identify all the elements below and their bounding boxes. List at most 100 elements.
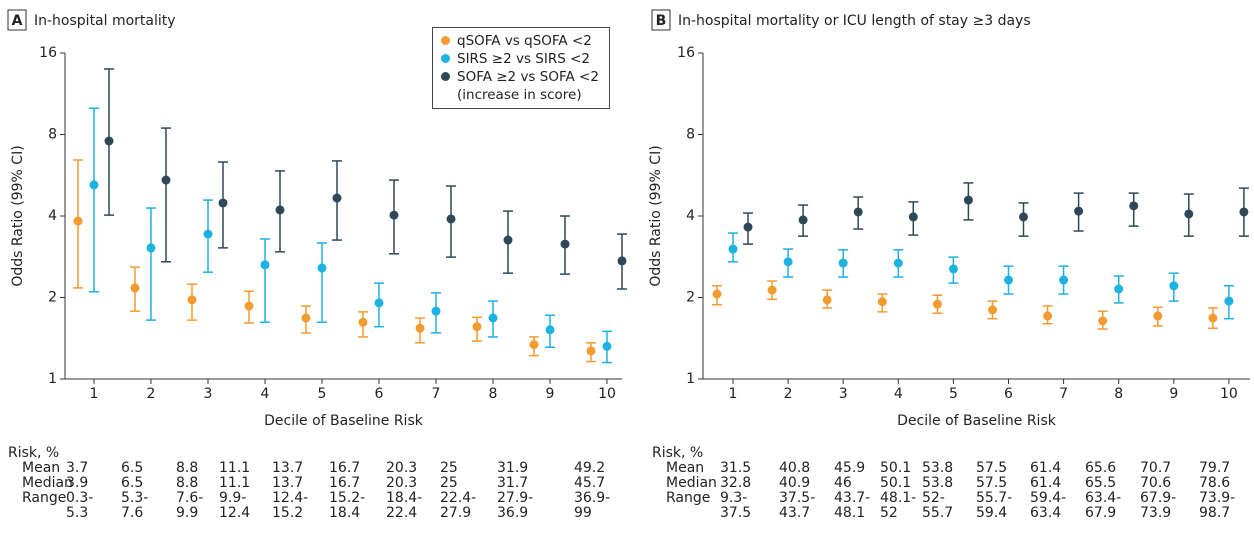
panel-title: In-hospital mortality <box>34 13 176 29</box>
risk-cell: 50.1 <box>880 460 911 476</box>
risk-cell: 22.4- <box>440 490 476 506</box>
point <box>203 229 213 239</box>
point <box>908 212 918 222</box>
point <box>1098 316 1108 326</box>
panel-label-box <box>651 9 671 31</box>
y-tick-label: 1 <box>686 371 695 387</box>
risk-cell: 61.4 <box>1030 460 1061 476</box>
risk-cell: 7.6- <box>176 490 203 506</box>
x-tick-label: 3 <box>204 386 213 402</box>
legend-marker <box>441 72 450 81</box>
risk-cell: 40.9 <box>779 475 810 491</box>
risk-cell: 25 <box>440 475 458 491</box>
risk-cell: 45.9 <box>834 460 865 476</box>
risk-row-label: Range <box>22 490 66 506</box>
risk-cell: 32.8 <box>720 475 751 491</box>
y-axis-label: Odds Ratio (99% CI) <box>648 145 664 286</box>
risk-cell: 22.4 <box>386 505 417 521</box>
risk-cell: 12.4 <box>219 505 250 521</box>
risk-cell: 48.1 <box>834 505 865 521</box>
risk-cell: 61.4 <box>1030 475 1061 491</box>
y-tick-label: 16 <box>39 45 57 61</box>
risk-cell: 43.7 <box>779 505 810 521</box>
risk-cell: 3.7 <box>66 460 88 476</box>
point <box>488 313 498 323</box>
risk-cell: 65.6 <box>1085 460 1116 476</box>
point <box>146 243 156 253</box>
point <box>244 301 254 311</box>
point <box>1153 311 1163 321</box>
point <box>275 205 285 215</box>
risk-cell: 5.3 <box>66 505 88 521</box>
risk-cell: 67.9 <box>1085 505 1116 521</box>
risk-cell: 31.7 <box>497 475 528 491</box>
risk-cell: 5.3- <box>121 490 148 506</box>
y-axis-label: Odds Ratio (99% CI) <box>10 145 26 286</box>
point <box>853 207 863 217</box>
risk-cell: 78.6 <box>1199 475 1230 491</box>
risk-table-title: Risk, % <box>652 445 703 461</box>
risk-cell: 70.6 <box>1140 475 1171 491</box>
risk-row-label: Range <box>666 490 710 506</box>
risk-cell: 15.2 <box>272 505 303 521</box>
x-axis-label: Decile of Baseline Risk <box>897 413 1057 429</box>
risk-cell: 53.8 <box>922 460 953 476</box>
y-tick-label: 8 <box>48 127 57 143</box>
point <box>218 198 228 208</box>
risk-cell: 49.2 <box>574 460 605 476</box>
risk-cell: 20.3 <box>386 475 417 491</box>
risk-cell: 46 <box>834 475 852 491</box>
point <box>545 325 555 335</box>
risk-cell: 36.9- <box>574 490 610 506</box>
risk-cell: 37.5 <box>720 505 751 521</box>
point <box>1184 209 1194 219</box>
y-tick-label: 2 <box>686 290 695 306</box>
point <box>89 180 99 190</box>
risk-cell: 9.9- <box>219 490 246 506</box>
x-tick-label: 1 <box>90 386 99 402</box>
x-tick-label: 8 <box>1114 386 1123 402</box>
risk-cell: 11.1 <box>219 475 250 491</box>
x-tick-label: 2 <box>147 386 156 402</box>
point <box>877 297 887 307</box>
risk-cell: 25 <box>440 460 458 476</box>
risk-cell: 55.7 <box>922 505 953 521</box>
risk-cell: 65.5 <box>1085 475 1116 491</box>
point <box>529 340 539 350</box>
x-tick-label: 7 <box>1059 386 1068 402</box>
risk-cell: 36.9 <box>497 505 528 521</box>
risk-cell: 6.5 <box>121 475 143 491</box>
x-tick-label: 4 <box>894 386 903 402</box>
y-tick-label: 4 <box>686 208 695 224</box>
risk-row-label: Mean <box>666 460 704 476</box>
risk-cell: 15.2- <box>329 490 365 506</box>
point <box>415 323 425 333</box>
x-tick-label: 4 <box>261 386 270 402</box>
point <box>73 216 83 226</box>
point <box>783 257 793 267</box>
point <box>104 136 114 146</box>
risk-cell: 9.9 <box>176 505 198 521</box>
x-tick-label: 3 <box>839 386 848 402</box>
x-tick-label: 6 <box>1004 386 1013 402</box>
point <box>586 346 596 356</box>
point <box>1043 311 1053 321</box>
point <box>130 283 140 293</box>
y-tick-label: 4 <box>48 208 57 224</box>
point <box>161 175 171 185</box>
point <box>948 264 958 274</box>
point <box>1059 275 1069 285</box>
risk-cell: 27.9- <box>497 490 533 506</box>
point <box>1129 201 1139 211</box>
panel-label: A <box>12 13 23 29</box>
risk-cell: 98.7 <box>1199 505 1230 521</box>
point <box>712 289 722 299</box>
point <box>503 235 513 245</box>
x-axis-label: Decile of Baseline Risk <box>264 413 424 429</box>
point <box>1114 284 1124 294</box>
risk-cell: 20.3 <box>386 460 417 476</box>
risk-cell: 52- <box>922 490 945 506</box>
point <box>963 195 973 205</box>
risk-cell: 11.1 <box>219 460 250 476</box>
x-tick-label: 1 <box>729 386 738 402</box>
